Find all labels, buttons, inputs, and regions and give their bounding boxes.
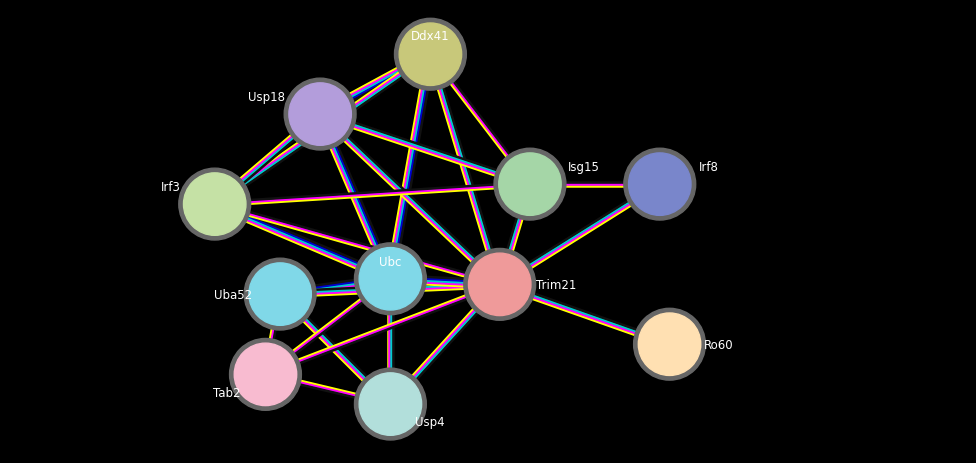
- Text: Tab2: Tab2: [213, 386, 240, 399]
- Ellipse shape: [468, 254, 531, 316]
- Ellipse shape: [359, 373, 422, 435]
- Ellipse shape: [399, 24, 462, 86]
- Text: Irf8: Irf8: [699, 161, 718, 174]
- Ellipse shape: [354, 369, 427, 440]
- Ellipse shape: [624, 149, 696, 220]
- Ellipse shape: [354, 244, 427, 315]
- Ellipse shape: [499, 154, 561, 216]
- Ellipse shape: [359, 248, 422, 310]
- Ellipse shape: [229, 339, 302, 410]
- Ellipse shape: [249, 263, 311, 325]
- Text: Trim21: Trim21: [536, 278, 577, 291]
- Ellipse shape: [464, 249, 536, 320]
- Ellipse shape: [394, 19, 467, 91]
- Text: Usp18: Usp18: [248, 91, 285, 104]
- Ellipse shape: [494, 149, 566, 220]
- Ellipse shape: [629, 154, 691, 216]
- Ellipse shape: [284, 79, 356, 150]
- Text: Irf3: Irf3: [161, 181, 181, 194]
- Text: Ro60: Ro60: [704, 338, 733, 351]
- Ellipse shape: [183, 174, 246, 236]
- Ellipse shape: [244, 259, 316, 330]
- Ellipse shape: [179, 169, 251, 240]
- Text: Uba52: Uba52: [214, 288, 253, 301]
- Text: Ubc: Ubc: [380, 255, 401, 268]
- Text: Isg15: Isg15: [568, 161, 599, 174]
- Ellipse shape: [289, 84, 351, 146]
- Text: Usp4: Usp4: [415, 415, 444, 428]
- Text: Ddx41: Ddx41: [411, 30, 450, 43]
- Ellipse shape: [638, 313, 701, 375]
- Ellipse shape: [234, 344, 297, 406]
- Ellipse shape: [633, 309, 706, 380]
